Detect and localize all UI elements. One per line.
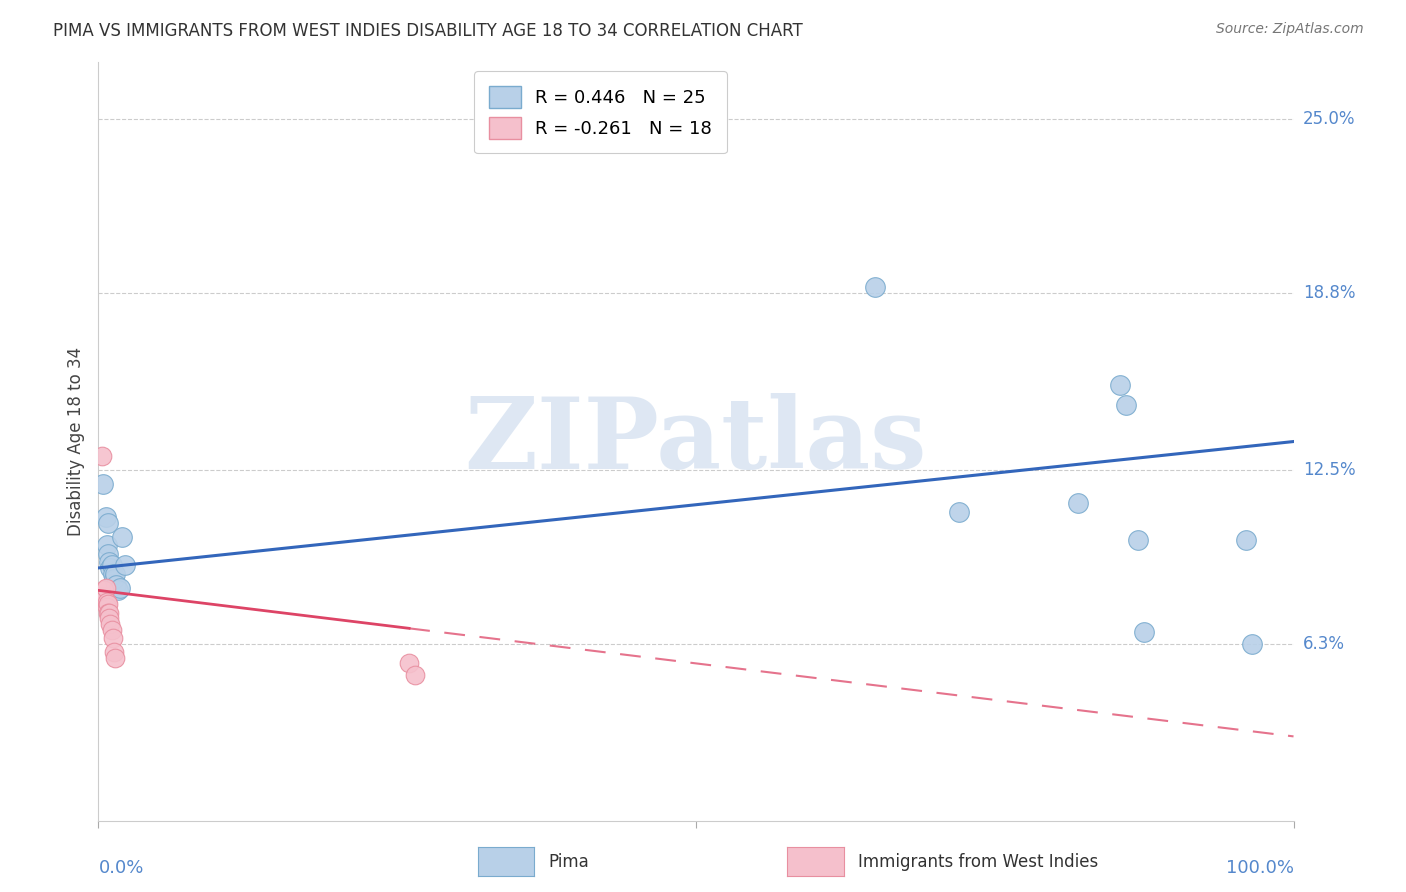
Y-axis label: Disability Age 18 to 34: Disability Age 18 to 34 — [66, 347, 84, 536]
Point — [1128, 533, 1150, 547]
Text: Pima: Pima — [548, 853, 589, 871]
Point — [98, 561, 122, 575]
Point — [93, 583, 115, 598]
Text: ZIPatlas: ZIPatlas — [465, 393, 927, 490]
Point — [111, 530, 134, 544]
Point — [94, 581, 117, 595]
Point — [100, 623, 122, 637]
Point — [103, 572, 125, 586]
Point — [93, 591, 115, 606]
Point — [108, 581, 131, 595]
Point — [1133, 625, 1156, 640]
Text: 100.0%: 100.0% — [1226, 858, 1294, 877]
Point — [101, 566, 124, 581]
Point — [97, 516, 120, 530]
Point — [1240, 637, 1263, 651]
Point — [107, 583, 129, 598]
Point — [94, 510, 117, 524]
Point — [948, 505, 970, 519]
Text: 18.8%: 18.8% — [1303, 284, 1355, 301]
Point — [98, 555, 121, 569]
Point — [398, 657, 420, 671]
Point — [114, 558, 136, 573]
Point — [105, 578, 128, 592]
Text: Immigrants from West Indies: Immigrants from West Indies — [858, 853, 1098, 871]
Point — [404, 667, 426, 681]
Point — [104, 650, 127, 665]
Point — [96, 594, 118, 608]
Point — [96, 600, 118, 615]
Legend: R = 0.446   N = 25, R = -0.261   N = 18: R = 0.446 N = 25, R = -0.261 N = 18 — [474, 71, 727, 153]
Point — [97, 606, 120, 620]
Point — [101, 631, 124, 645]
Point — [98, 617, 122, 632]
Text: 6.3%: 6.3% — [1303, 635, 1346, 653]
Point — [1109, 378, 1132, 392]
Point — [91, 476, 114, 491]
Point — [1234, 533, 1257, 547]
Text: PIMA VS IMMIGRANTS FROM WEST INDIES DISABILITY AGE 18 TO 34 CORRELATION CHART: PIMA VS IMMIGRANTS FROM WEST INDIES DISA… — [53, 22, 803, 40]
Text: Source: ZipAtlas.com: Source: ZipAtlas.com — [1216, 22, 1364, 37]
Point — [91, 449, 114, 463]
Text: 12.5%: 12.5% — [1303, 460, 1355, 479]
Point — [97, 547, 120, 561]
Point — [1067, 496, 1090, 510]
Point — [1115, 398, 1137, 412]
Point — [865, 280, 887, 294]
Point — [104, 566, 127, 581]
Point — [98, 606, 121, 620]
Point — [98, 611, 121, 625]
Point — [97, 598, 120, 612]
Point — [100, 558, 122, 573]
Point — [103, 645, 125, 659]
Point — [91, 589, 114, 603]
Point — [96, 538, 118, 552]
Text: 0.0%: 0.0% — [98, 858, 143, 877]
Text: 25.0%: 25.0% — [1303, 110, 1355, 128]
